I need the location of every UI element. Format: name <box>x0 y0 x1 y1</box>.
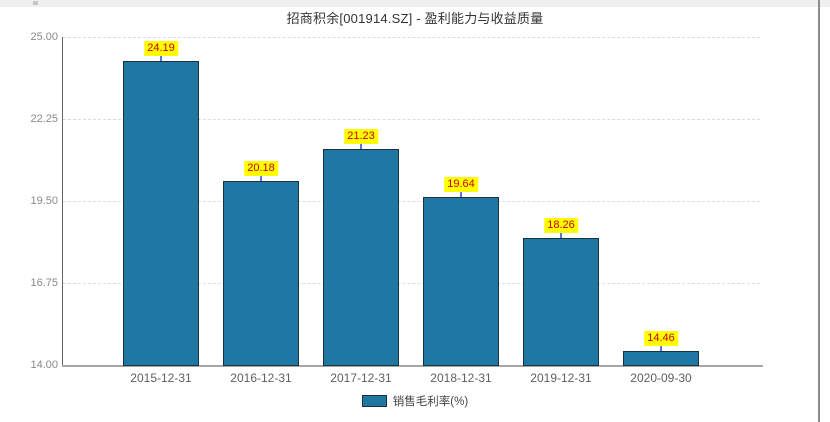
x-tick-label: 2020-09-30 <box>630 371 692 385</box>
bar-value-label: 19.64 <box>444 176 478 192</box>
y-axis-line <box>62 37 63 366</box>
x-tick-label: 2017-12-31 <box>330 371 392 385</box>
bar-2020-09-30[interactable] <box>623 351 699 366</box>
y-tick-label: 19.50 <box>30 195 58 207</box>
chart-title: 招商积余[001914.SZ] - 盈利能力与收益质量 <box>286 11 544 26</box>
x-axis-line <box>62 365 763 367</box>
x-tick-label: 2015-12-31 <box>130 371 192 385</box>
legend-item[interactable]: 销售毛利率(%) <box>361 393 469 409</box>
value-label-connector <box>460 191 462 197</box>
value-label-connector <box>160 56 162 62</box>
bar-2016-12-31[interactable] <box>223 180 299 366</box>
bar-value-label: 21.23 <box>344 129 378 145</box>
window-right-edge <box>818 0 820 422</box>
bar-value-label: 14.46 <box>644 331 678 347</box>
y-tick-label: 25.00 <box>30 31 58 43</box>
bar-2015-12-31[interactable] <box>123 61 199 366</box>
x-tick-label: 2016-12-31 <box>230 371 292 385</box>
value-label-connector <box>260 175 262 181</box>
gridline <box>63 283 760 284</box>
x-tick-label: 2018-12-31 <box>430 371 492 385</box>
window-strip-dot <box>33 1 38 5</box>
bar-value-label: 18.26 <box>544 217 578 233</box>
bar-2019-12-31[interactable] <box>523 237 599 366</box>
legend: 销售毛利率(%) <box>0 393 830 409</box>
gridline <box>63 201 760 202</box>
y-tick-label: 14.00 <box>30 359 58 371</box>
value-label-connector <box>660 346 662 352</box>
legend-swatch <box>361 395 387 407</box>
y-tick-label: 16.75 <box>30 277 58 289</box>
window-top-strip <box>0 0 830 7</box>
legend-label: 销售毛利率(%) <box>392 396 469 408</box>
bar-value-label: 20.18 <box>244 160 278 176</box>
gridline <box>63 119 760 120</box>
bar-2017-12-31[interactable] <box>323 149 399 366</box>
value-label-connector <box>560 232 562 238</box>
bar-2018-12-31[interactable] <box>423 196 499 366</box>
x-tick-label: 2019-12-31 <box>530 371 592 385</box>
bar-value-label: 24.19 <box>144 41 178 57</box>
gridline <box>63 37 760 38</box>
value-label-connector <box>360 144 362 150</box>
y-tick-label: 22.25 <box>30 113 58 125</box>
